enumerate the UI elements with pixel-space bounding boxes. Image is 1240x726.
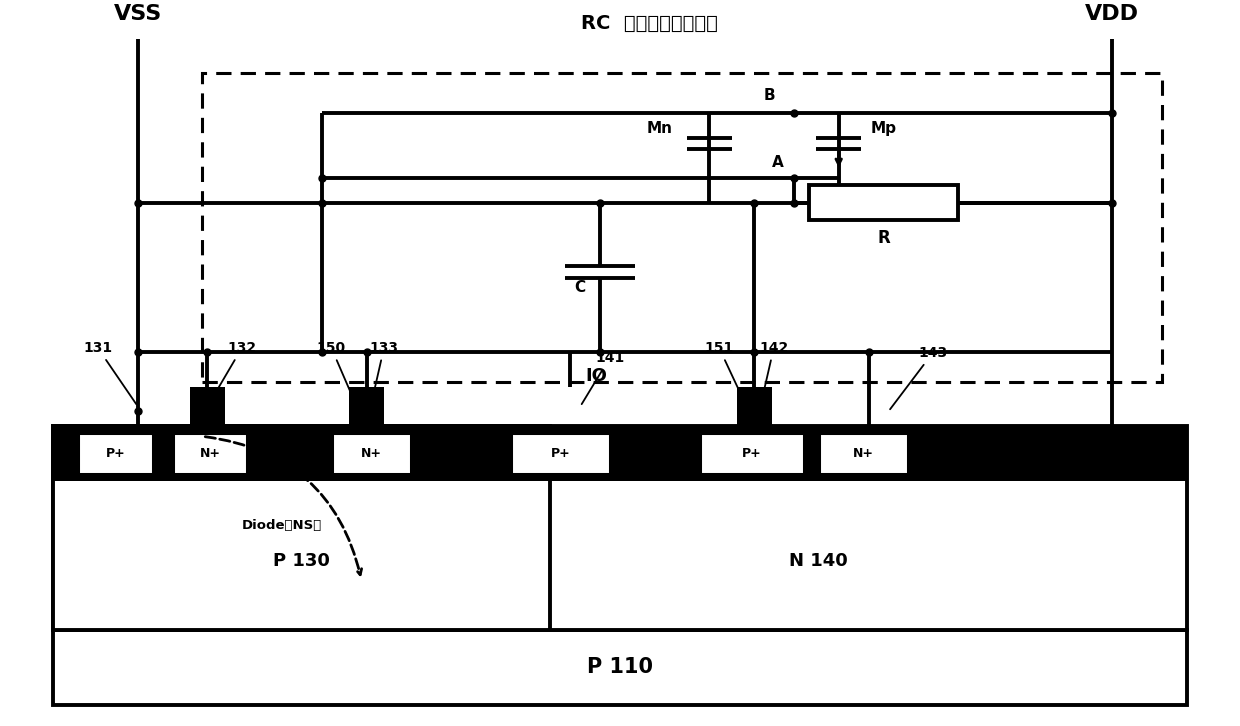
- Text: Mp: Mp: [870, 121, 897, 136]
- Text: P 110: P 110: [587, 658, 653, 677]
- Bar: [511, 433, 610, 474]
- Text: VSS: VSS: [114, 4, 162, 24]
- Text: P+: P+: [742, 447, 761, 460]
- Text: N+: N+: [853, 447, 874, 460]
- Text: N+: N+: [200, 447, 221, 460]
- Bar: [172, 433, 247, 474]
- Bar: [190, 387, 224, 426]
- Text: 142: 142: [759, 340, 789, 409]
- Text: 151: 151: [704, 340, 743, 399]
- Text: 150: 150: [316, 340, 353, 399]
- Text: 133: 133: [370, 340, 398, 409]
- Bar: [53, 426, 1187, 630]
- Bar: [53, 630, 1187, 705]
- Text: Mn: Mn: [647, 121, 673, 136]
- Bar: [808, 185, 959, 220]
- Text: VDD: VDD: [1085, 4, 1140, 24]
- Text: 143: 143: [890, 346, 947, 409]
- Bar: [53, 426, 1187, 481]
- Text: Diode（NS）: Diode（NS）: [242, 519, 322, 532]
- Text: A: A: [773, 155, 784, 170]
- Bar: [818, 433, 908, 474]
- Text: P+: P+: [105, 447, 125, 460]
- Bar: [332, 433, 412, 474]
- Bar: [78, 433, 153, 474]
- Text: RC  辅助触发探测电路: RC 辅助触发探测电路: [582, 15, 718, 33]
- Text: N 140: N 140: [790, 552, 848, 570]
- Text: 131: 131: [83, 340, 136, 404]
- Bar: [53, 426, 551, 630]
- Text: 132: 132: [208, 340, 257, 404]
- Bar: [737, 387, 771, 426]
- Text: P+: P+: [551, 447, 570, 460]
- Text: IO: IO: [585, 367, 608, 385]
- Text: R: R: [877, 229, 890, 247]
- Bar: [699, 433, 804, 474]
- Text: P 130: P 130: [274, 552, 330, 570]
- Text: C: C: [574, 280, 585, 295]
- Text: N+: N+: [361, 447, 382, 460]
- Text: B: B: [764, 89, 775, 103]
- Text: 141: 141: [582, 351, 625, 404]
- Bar: [350, 387, 384, 426]
